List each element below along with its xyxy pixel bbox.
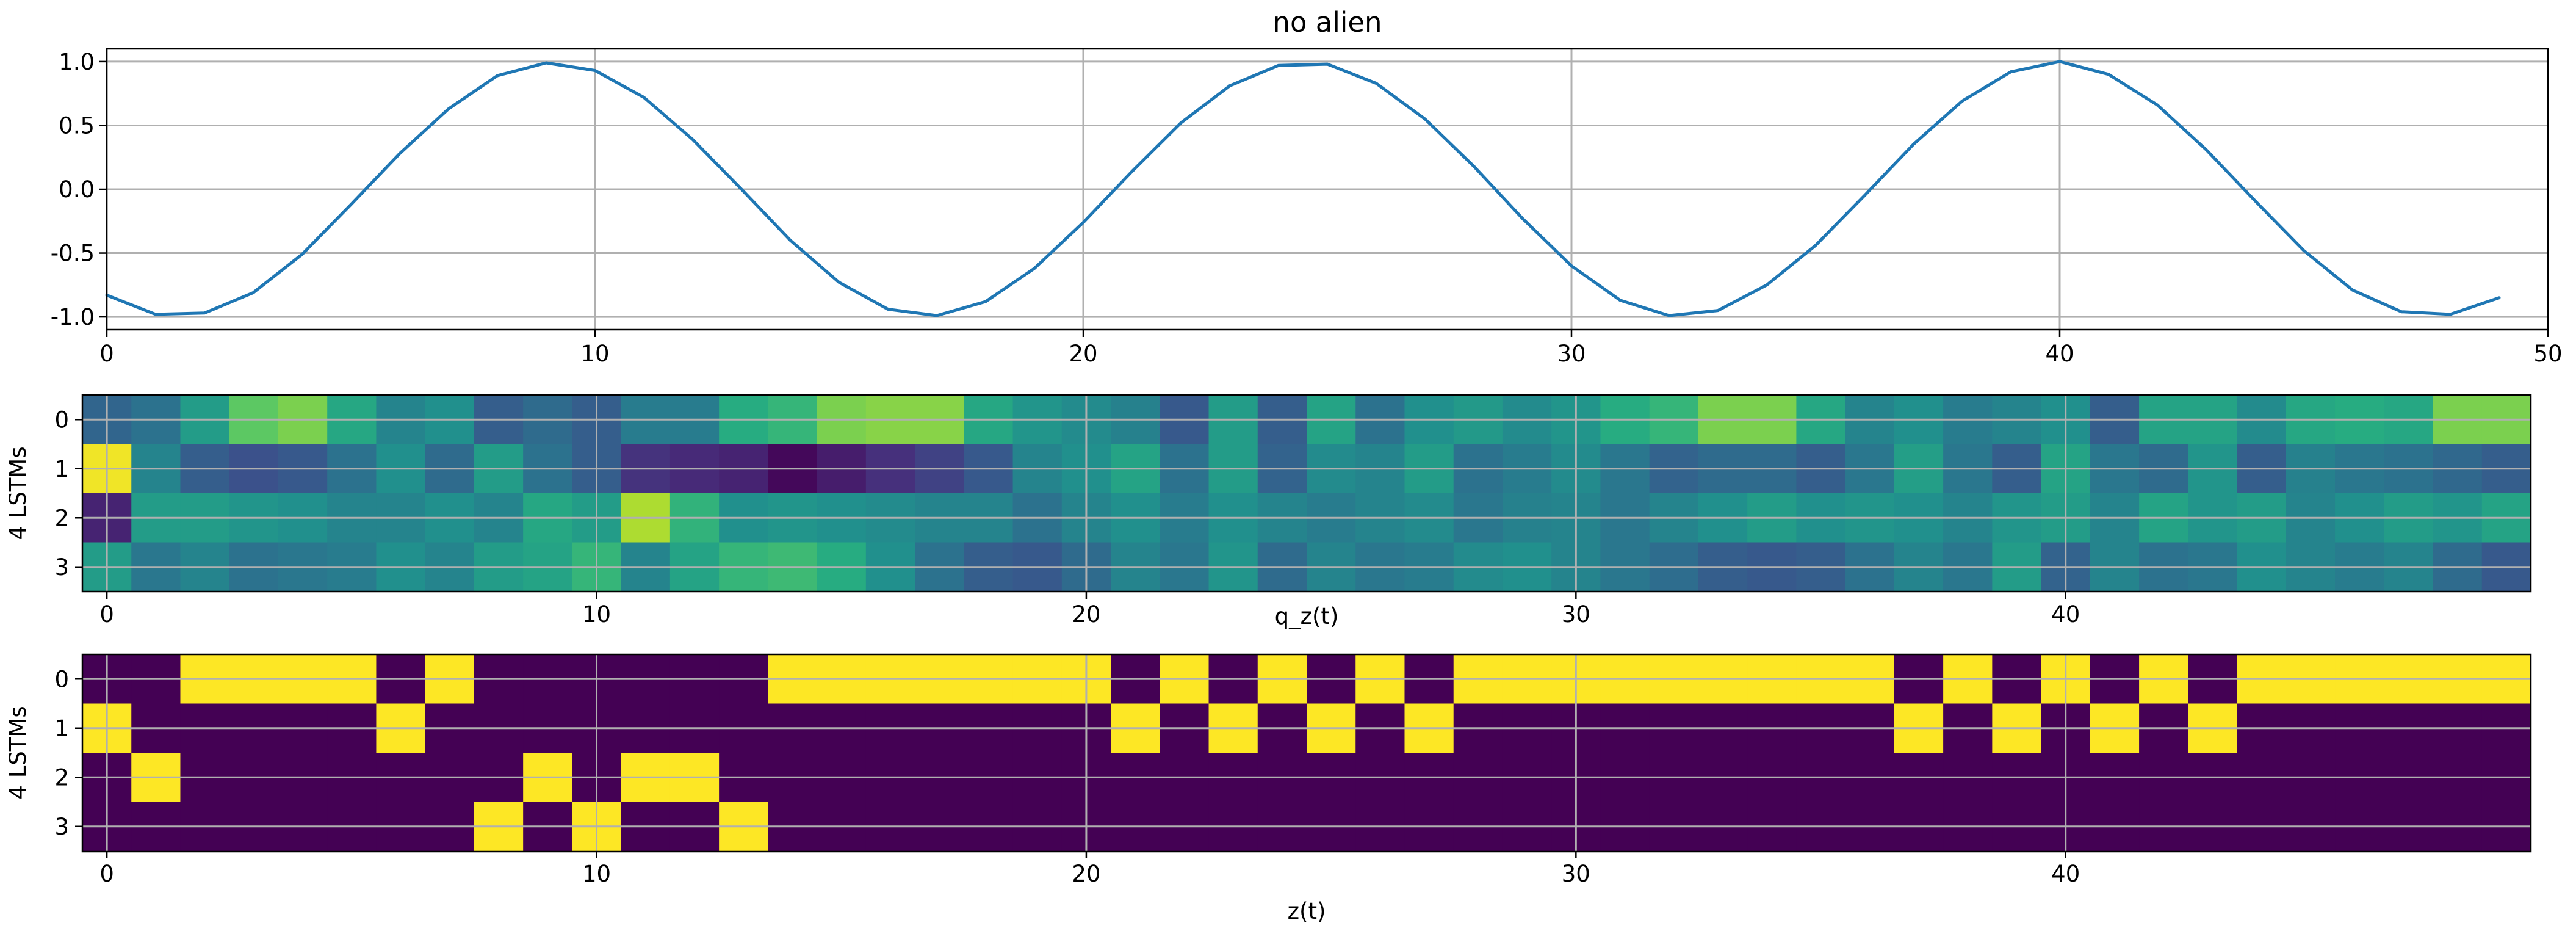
y-tick-label: 1 [54,715,69,742]
y-tick-label: 2 [54,764,69,791]
x-tick-label: 0 [99,601,114,628]
heatmap-cells [82,654,2531,852]
heatmap-x-ticks: 0 10 20 30 40 [99,592,2080,628]
y-tick-label: 3 [54,554,69,581]
x-tick-label: 40 [2051,601,2080,628]
heatmap-grid [82,654,2531,851]
line-chart-panel: no alien 0 10 20 30 40 50 1.0 0.5 0.0 -0.5 -1.0 [51,6,2563,367]
x-tick-label: 30 [1562,601,1590,628]
chart-title: no alien [1272,6,1382,38]
y-tick-label: 1 [54,456,69,482]
x-axis-label: q_z(t) [1275,603,1339,629]
y-tick-label: 0 [54,666,69,692]
x-tick-label: 0 [99,861,114,887]
y-tick-label: 3 [54,814,69,840]
x-axis-label: z(t) [1288,898,1326,924]
heatmap-cells [82,395,2531,592]
y-tick-label: -1.0 [51,304,95,330]
z-heatmap-panel: 0 10 20 30 40 0 1 2 3 z(t) 4 LSTMs [5,653,2532,924]
x-tick-label: 20 [1069,341,1097,367]
x-tick-label: 10 [582,861,611,887]
line-points [106,61,2500,316]
x-tick-label: 0 [99,341,114,367]
heatmap-grid [82,395,2531,592]
y-axis-label: 4 LSTMs [5,706,31,799]
x-tick-label: 40 [2045,341,2074,367]
x-tick-label: 20 [1072,861,1100,887]
series-line [105,60,2501,317]
heatmap-y-ticks: 0 1 2 3 [54,666,82,840]
heatmap-y-ticks: 0 1 2 3 [54,407,82,581]
x-tick-label: 50 [2533,341,2562,367]
heatmap-frame [81,653,2532,853]
line-y-ticks: 1.0 0.5 0.0 -0.5 -1.0 [51,49,107,330]
x-tick-label: 20 [1072,601,1100,628]
heatmap-frame [81,394,2532,593]
y-axis-label: 4 LSTMs [5,446,31,540]
x-tick-label: 10 [580,341,609,367]
x-tick-label: 10 [582,601,611,628]
y-tick-label: 0.5 [59,112,95,139]
y-tick-label: 2 [54,505,69,531]
x-tick-label: 30 [1562,861,1590,887]
x-tick-label: 30 [1557,341,1586,367]
y-tick-label: -0.5 [51,241,95,267]
y-tick-label: 0.0 [59,176,95,203]
y-tick-label: 1.0 [59,49,95,75]
line-x-ticks: 0 10 20 30 40 50 [99,330,2563,367]
q-z-heatmap-panel: 0 10 20 30 40 0 1 2 3 q_z(t) 4 LSTMs [5,394,2532,629]
y-tick-label: 0 [54,407,69,433]
x-tick-label: 40 [2051,861,2080,887]
heatmap-x-ticks: 0 10 20 30 40 [99,851,2080,887]
